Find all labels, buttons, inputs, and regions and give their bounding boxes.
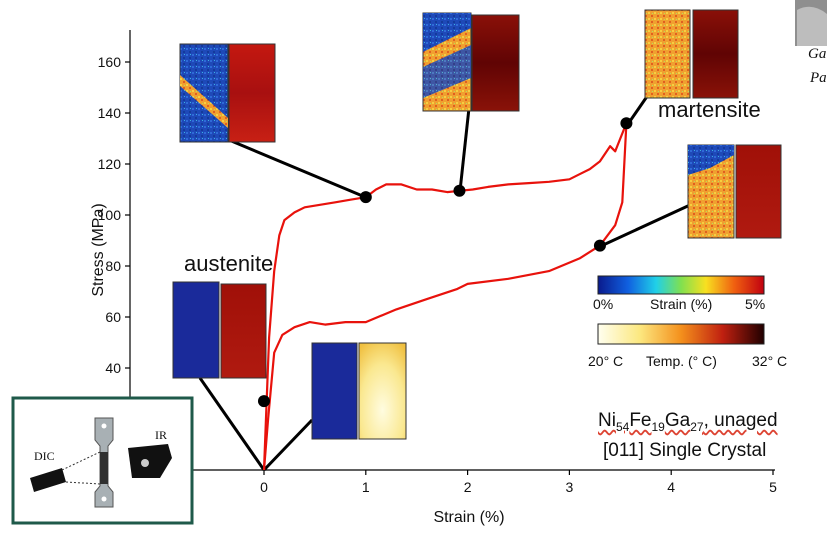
strain-colorbar-min: 0% [593,296,614,312]
strain-band [423,45,471,98]
x-tick-label: 0 [260,479,268,495]
strain-colorbar [597,275,765,295]
dic-strain-map [644,9,691,99]
material-label: Ni54Fe19Ga27, unaged [598,410,778,434]
dic-camera-icon [30,468,66,492]
temperature-colorbar [597,323,765,345]
dic-ir-image-pair [172,281,267,379]
dic-label: DIC [34,449,55,463]
partial-caption-text: Pa [810,70,827,86]
temperature-colorbar-title: Temp. (° C) [646,353,717,369]
dic-strain-map [172,281,220,379]
author-photo [795,0,827,47]
crystal-label: [011] Single Crystal [603,440,767,461]
data-marker [359,191,372,204]
connector-line [600,203,691,248]
specimen-gauge-section [100,452,108,484]
x-tick-label: 5 [769,479,777,495]
data-marker [620,117,633,130]
y-tick-label: 100 [98,207,122,223]
y-tick-label: 160 [98,54,122,70]
connector-line [626,94,650,125]
ir-camera-icon [128,444,172,478]
austenite-label: austenite [184,251,274,276]
temperature-colorbar-max: 32° C [752,353,788,369]
x-ticks: 0 1 2 3 4 5 [260,470,777,495]
series-loading-line [262,122,628,471]
temperature-colorbar-min: 20° C [588,353,624,369]
view-line [61,451,101,471]
dic-ir-image-pair [179,43,276,143]
y-ticks: 40 60 80 100 120 140 160 [98,54,130,376]
strain-band [180,75,228,128]
connector-line [262,418,314,472]
y-tick-label: 80 [105,258,121,274]
ir-label: IR [155,428,167,442]
ir-temperature-map [220,283,267,379]
dic-ir-image-pair [644,9,739,99]
specimen-setup-inset: DIC IR [11,396,194,525]
ir-temperature-map [358,342,407,440]
data-marker [593,239,606,252]
y-tick-label: 140 [98,105,122,121]
dic-ir-image-pair [687,144,782,239]
strain-colorbar-title: Strain (%) [650,296,713,312]
connector-lines [198,94,691,472]
connector-line [228,138,366,199]
data-markers [258,117,633,408]
x-axis-label: Strain (%) [433,509,504,526]
connector-line [198,377,266,471]
ir-temperature-map [228,43,276,143]
dic-strain-map [179,43,229,143]
ir-lens [141,459,149,467]
x-tick-label: 2 [464,479,472,495]
y-tick-label: 40 [105,360,121,376]
y-tick-label: 120 [98,156,122,172]
y-tick-label: 60 [105,309,121,325]
ir-temperature-map [471,14,520,112]
ir-temperature-map [692,9,739,99]
dic-ir-image-pair [422,12,520,112]
data-marker [258,395,270,408]
specimen-hole [101,423,107,429]
data-marker [453,184,466,197]
partial-caption-text: Ga [808,46,827,62]
strain-band [688,145,734,175]
strain-colorbar-max: 5% [745,296,766,312]
martensite-label: martensite [658,97,761,122]
view-line [65,481,101,485]
dic-strain-map [311,342,358,440]
x-tick-label: 3 [566,479,574,495]
x-tick-label: 4 [667,479,675,495]
specimen-hole [101,496,107,502]
dic-ir-image-pair [311,342,407,440]
strain-band [423,13,471,52]
ir-temperature-map [735,144,782,239]
connector-line [458,107,471,192]
y-axis-label: Stress (MPa) [90,203,107,296]
x-tick-label: 1 [362,479,370,495]
